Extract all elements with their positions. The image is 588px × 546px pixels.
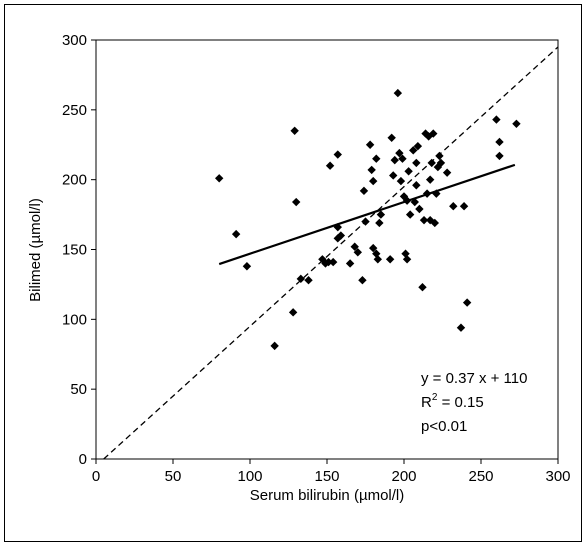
x-axis-ticks: 0 50 100 150 200 250 300 (92, 459, 571, 485)
data-point (326, 162, 334, 170)
equation-label: y = 0.37 x + 110 (421, 370, 527, 387)
x-tick-label: 0 (92, 468, 100, 485)
data-point (391, 156, 399, 164)
data-point (346, 259, 354, 267)
data-point (495, 152, 503, 160)
y-tick-label: 250 (62, 102, 87, 119)
data-point (423, 189, 431, 197)
r-squared-label: R2 = 0.15 (421, 392, 484, 411)
y-axis-ticks: 0 50 100 150 200 250 300 (62, 32, 96, 468)
data-point (412, 159, 420, 167)
x-tick-label: 50 (165, 468, 182, 485)
data-point (412, 181, 420, 189)
data-point (492, 115, 500, 123)
data-point (297, 275, 305, 283)
y-tick-label: 50 (70, 381, 87, 398)
data-point (387, 134, 395, 142)
data-point (404, 167, 412, 175)
data-point (512, 120, 520, 128)
y-tick-label: 150 (62, 242, 87, 259)
plot-area (96, 40, 558, 459)
data-point (389, 171, 397, 179)
data-point (292, 198, 300, 206)
data-point (243, 262, 251, 270)
data-point (418, 283, 426, 291)
data-points (215, 89, 521, 350)
data-point (334, 150, 342, 158)
data-point (289, 308, 297, 316)
y-axis-label: Bilimed (µmol/l) (27, 198, 44, 302)
data-point (215, 174, 223, 182)
data-point (443, 168, 451, 176)
data-point (358, 276, 366, 284)
data-point (372, 155, 380, 163)
data-point (457, 324, 465, 332)
x-axis-label: Serum bilirubin (µmol/l) (250, 487, 405, 504)
data-point (463, 298, 471, 306)
regression-annotation: y = 0.37 x + 110 R2 = 0.15 p<0.01 (421, 370, 527, 435)
y-tick-label: 100 (62, 311, 87, 328)
data-point (375, 219, 383, 227)
data-point (366, 141, 374, 149)
data-point (495, 138, 503, 146)
data-point (415, 205, 423, 213)
data-point (270, 342, 278, 350)
y-tick-label: 0 (79, 451, 87, 468)
regression-line (219, 165, 515, 264)
x-tick-label: 200 (391, 468, 416, 485)
data-point (386, 255, 394, 263)
data-point (329, 258, 337, 266)
data-point (232, 230, 240, 238)
data-point (304, 276, 312, 284)
data-point (397, 177, 405, 185)
data-point (394, 89, 402, 97)
data-point (361, 217, 369, 225)
data-point (435, 152, 443, 160)
p-value-label: p<0.01 (421, 418, 467, 435)
x-tick-label: 100 (237, 468, 262, 485)
data-point (369, 177, 377, 185)
x-tick-label: 150 (314, 468, 339, 485)
x-tick-label: 250 (468, 468, 493, 485)
data-point (426, 175, 434, 183)
y-tick-label: 200 (62, 172, 87, 189)
data-point (290, 127, 298, 135)
identity-line (104, 47, 558, 459)
data-point (428, 159, 436, 167)
data-point (367, 166, 375, 174)
data-point (360, 187, 368, 195)
x-tick-label: 300 (545, 468, 570, 485)
data-point (406, 210, 414, 218)
data-point (449, 202, 457, 210)
data-point (460, 202, 468, 210)
y-tick-label: 300 (62, 32, 87, 49)
fit-lines (104, 47, 558, 459)
